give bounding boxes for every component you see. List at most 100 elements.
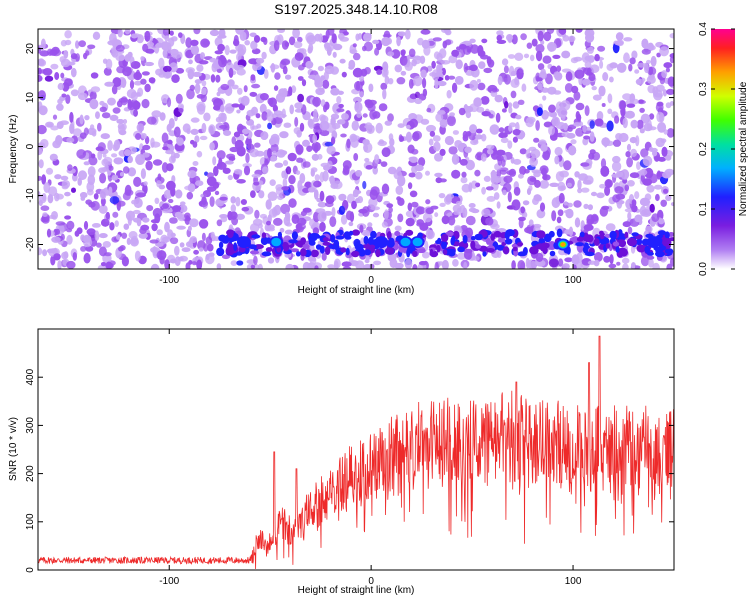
- spectrogram-cell: [506, 170, 516, 176]
- spectrogram-cell: [552, 54, 561, 60]
- spectrogram-cell: [200, 93, 207, 103]
- spectrogram-cell: [586, 46, 594, 54]
- spectrogram-cell: [140, 56, 145, 61]
- spectrogram-cell: [407, 144, 415, 154]
- spectrogram-cell: [554, 146, 563, 156]
- spectrogram-band-cell: [288, 239, 298, 244]
- spectrogram-cell: [473, 97, 483, 108]
- spectrogram-cell: [67, 164, 73, 172]
- spectrogram-cell: [556, 216, 562, 224]
- spectrogram-cell: [138, 232, 148, 239]
- spectrogram-cell: [111, 85, 118, 95]
- spectrogram-cell: [573, 200, 582, 208]
- spectrogram-cell: [591, 86, 597, 91]
- spectrogram-cell: [661, 70, 668, 79]
- spectrogram-cell: [144, 83, 151, 93]
- spectrogram-band-cell: [443, 249, 448, 256]
- spectrogram-cell: [575, 29, 583, 33]
- spectrogram-cell: [469, 124, 478, 134]
- spectrogram-cell: [175, 93, 183, 104]
- spectrogram-cell: [359, 75, 365, 82]
- spectrogram-cell: [83, 161, 90, 166]
- spectrogram-band-cell: [505, 229, 515, 237]
- spectrogram-cell: [249, 91, 258, 97]
- spectrogram-cell: [109, 222, 115, 231]
- spectrogram-band-cell: [368, 244, 376, 250]
- spectrogram-cell: [281, 186, 290, 191]
- spectrogram-band-cell: [276, 246, 282, 253]
- spectrogram-cell: [525, 257, 530, 269]
- spectrogram-cell: [621, 257, 630, 264]
- spectrogram-band-cell: [644, 245, 651, 254]
- spectrogram-cell: [193, 249, 200, 255]
- spectrogram-cell: [575, 102, 585, 111]
- spectrogram-cell: [165, 71, 171, 79]
- spectrogram-cell: [655, 193, 660, 202]
- spectrogram-cell: [507, 140, 513, 149]
- spectrogram-cell: [66, 201, 72, 207]
- spectrogram-ylabel: Frequency (Hz): [8, 115, 19, 184]
- spectrogram-cell: [124, 184, 132, 196]
- spectrogram-cell: [397, 213, 404, 223]
- spectrogram-cell: [260, 131, 269, 141]
- spectrogram-cell: [594, 118, 604, 127]
- spectrogram-cell: [572, 263, 577, 269]
- spectrogram-cell: [382, 61, 389, 72]
- spectrogram-cell: [309, 257, 317, 266]
- spectrogram-cell: [105, 58, 113, 70]
- spectrogram-cell: [420, 118, 430, 125]
- spectrogram-cell: [151, 223, 158, 232]
- spectrogram-cell: [519, 132, 524, 140]
- spectrogram-cell: [382, 33, 392, 38]
- spectrogram-cell: [203, 190, 211, 198]
- spectrogram-band-cell: [512, 246, 518, 252]
- spectrogram-cell: [363, 142, 373, 154]
- spectrogram-cell: [71, 187, 76, 193]
- spectrogram-cell: [174, 256, 181, 267]
- spectrogram-band-cell: [502, 246, 510, 255]
- spectrogram-cell: [222, 167, 231, 174]
- spectrogram-cell: [141, 98, 150, 109]
- spectrogram-cell: [112, 211, 119, 218]
- spectrogram-cell: [502, 189, 507, 196]
- spectrogram-cell: [38, 175, 43, 181]
- spectrogram-cell: [602, 72, 609, 82]
- spectrogram-cell: [649, 113, 655, 120]
- spectrogram-cell: [313, 109, 318, 120]
- spectrogram-cell: [47, 215, 57, 219]
- spectrogram-cell: [374, 154, 380, 164]
- spectrogram-cell: [208, 252, 215, 257]
- spectrogram-cell: [302, 207, 312, 213]
- spectrogram-cell: [269, 137, 276, 145]
- spectrogram-cell: [217, 34, 227, 39]
- spectrogram-cell: [631, 50, 638, 59]
- spectrogram-cell: [483, 175, 491, 182]
- spectrogram-cell: [568, 35, 576, 42]
- spectrogram-band-cell: [384, 247, 395, 255]
- spectrogram-cell: [95, 111, 100, 119]
- spectrogram-cell: [56, 121, 64, 129]
- spectrogram-cell: [535, 44, 545, 53]
- spectrogram-cell: [236, 179, 246, 184]
- spectrogram-cell: [448, 75, 456, 80]
- spectrogram-cell: [269, 179, 276, 187]
- spectrogram-cell: [464, 146, 472, 153]
- spectrogram-cell: [352, 43, 357, 48]
- spectrogram-cell: [441, 215, 450, 225]
- spectrogram-cell: [39, 50, 50, 57]
- spectrogram-cell: [477, 82, 486, 91]
- spectrogram-cell: [635, 135, 640, 147]
- spectrogram-cell: [412, 130, 422, 140]
- spectrogram-cell: [606, 120, 614, 132]
- spectrogram-cell: [457, 252, 466, 260]
- spectrogram-cell: [69, 111, 74, 123]
- colorbar-tick-label: 0.3: [698, 82, 709, 96]
- spectrogram-cell: [178, 108, 184, 113]
- spectrogram-band-cell: [254, 244, 264, 250]
- spectrogram-cell: [192, 161, 199, 166]
- spectrogram-cell: [312, 134, 318, 144]
- spectrogram-cell: [72, 128, 82, 137]
- spectrogram-cell: [521, 83, 527, 92]
- spectrogram-cell: [130, 33, 138, 39]
- spectrogram-cell: [429, 130, 436, 137]
